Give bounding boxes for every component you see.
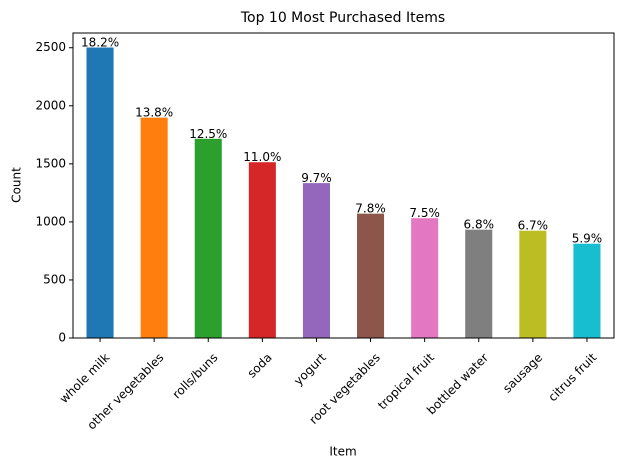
x-tick-label: whole milk <box>57 350 113 406</box>
bar-annotation: 18.2% <box>81 36 119 50</box>
x-tick-label: yogurt <box>291 350 329 388</box>
chart-title: Top 10 Most Purchased Items <box>240 10 445 26</box>
bar-annotation: 6.7% <box>518 219 549 233</box>
x-axis-label: Item <box>329 445 356 459</box>
bar <box>194 138 222 338</box>
bar <box>302 183 330 338</box>
x-tick-label: sausage <box>500 350 545 395</box>
bar-annotation: 13.8% <box>135 106 173 120</box>
plot-frame <box>72 32 615 339</box>
y-tick-label: 2500 <box>35 40 66 54</box>
bar <box>573 243 601 338</box>
bar <box>248 162 276 338</box>
y-tick-label: 1000 <box>35 214 66 228</box>
bar-annotation: 7.5% <box>409 206 440 220</box>
bar-annotation: 12.5% <box>189 127 227 141</box>
bar <box>86 47 114 338</box>
x-tick-label: citrus fruit <box>546 350 600 404</box>
bar <box>519 230 547 338</box>
bar-annotation: 7.8% <box>355 202 386 216</box>
bar-annotation: 5.9% <box>572 232 603 246</box>
bar-annotation: 6.8% <box>464 218 495 232</box>
bar-annotation: 11.0% <box>243 150 281 164</box>
bar <box>140 117 168 339</box>
y-tick-label: 500 <box>43 272 66 286</box>
bar <box>465 229 493 338</box>
y-tick-label: 0 <box>58 331 66 345</box>
bar <box>357 213 385 338</box>
y-axis-label: Count <box>10 167 24 203</box>
bar <box>411 218 439 338</box>
x-tick-label: rolls/buns <box>170 350 221 401</box>
y-tick-label: 1500 <box>35 156 66 170</box>
y-tick-label: 2000 <box>35 98 66 112</box>
x-tick-label: soda <box>245 350 275 380</box>
bar-annotation: 9.7% <box>301 171 332 185</box>
